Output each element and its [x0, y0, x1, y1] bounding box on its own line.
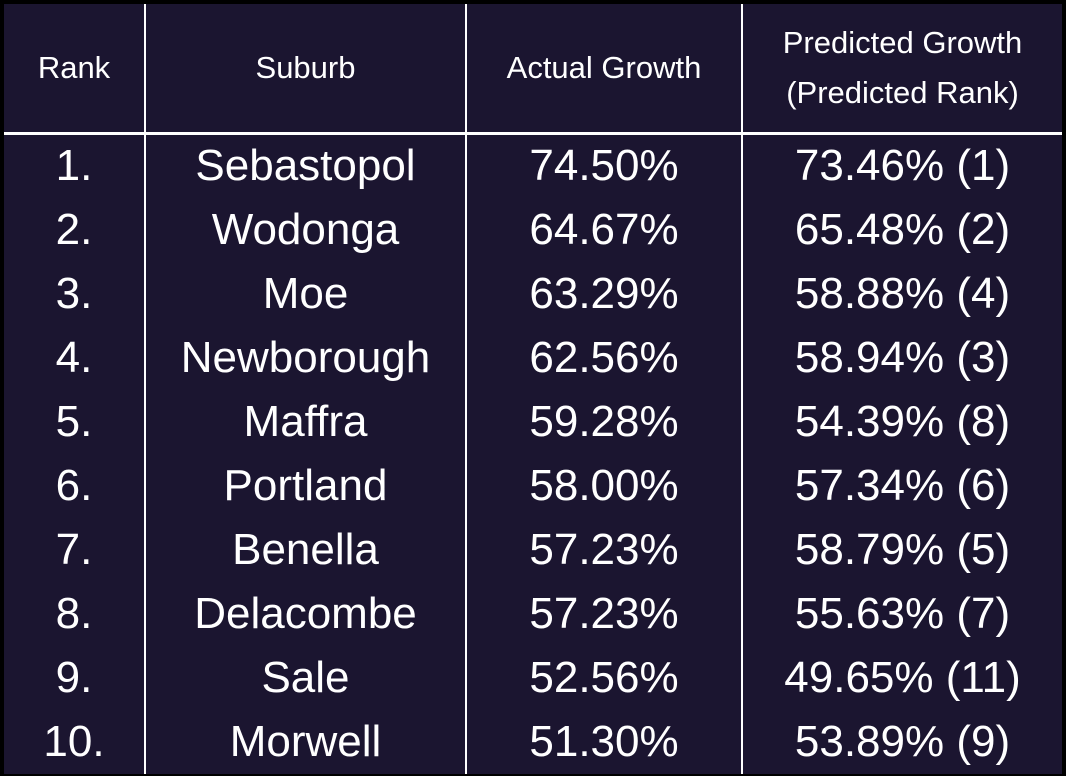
- cell-suburb: Morwell: [144, 709, 466, 774]
- cell-predicted-growth: 58.79% (5): [741, 517, 1062, 582]
- cell-actual-growth: 59.28%: [465, 389, 742, 454]
- table-row: 7. Benella 57.23% 58.79% (5): [4, 517, 1062, 582]
- table-row: 4. Newborough 62.56% 58.94% (3): [4, 325, 1062, 390]
- cell-suburb: Newborough: [144, 325, 466, 390]
- cell-predicted-growth: 58.94% (3): [741, 325, 1062, 390]
- cell-suburb: Maffra: [144, 389, 466, 454]
- cell-rank: 3.: [55, 268, 93, 318]
- cell-predicted-growth: 73.46% (1): [741, 133, 1062, 198]
- header-predicted-growth-line1: Predicted Growth: [782, 25, 1023, 60]
- cell-actual-growth: 63.29%: [465, 261, 742, 326]
- header-predicted-growth-line2: (Predicted Rank): [786, 75, 1019, 110]
- header-rank: Rank: [4, 4, 145, 135]
- table-row: 8. Delacombe 57.23% 55.63% (7): [4, 581, 1062, 646]
- cell-predicted-growth: 53.89% (9): [741, 709, 1062, 774]
- cell-suburb: Sebastopol: [144, 133, 466, 198]
- cell-actual-growth: 64.67%: [465, 197, 742, 262]
- cell-suburb: Benella: [144, 517, 466, 582]
- table-row: 5. Maffra 59.28% 54.39% (8): [4, 389, 1062, 454]
- cell-suburb: Portland: [144, 453, 466, 518]
- table-row: 2. Wodonga 64.67% 65.48% (2): [4, 197, 1062, 262]
- cell-suburb: Wodonga: [144, 197, 466, 262]
- cell-predicted-growth: 55.63% (7): [741, 581, 1062, 646]
- header-row: Rank Suburb Actual Growth Predicted Grow…: [4, 4, 1062, 135]
- cell-rank: 4.: [55, 332, 93, 382]
- cell-suburb: Moe: [144, 261, 466, 326]
- header-actual-growth: Actual Growth: [465, 4, 742, 135]
- cell-actual-growth: 57.23%: [465, 581, 742, 646]
- cell-rank: 7.: [55, 524, 93, 574]
- cell-rank: 8.: [55, 588, 93, 638]
- cell-rank: 5.: [55, 396, 93, 446]
- cell-suburb: Delacombe: [144, 581, 466, 646]
- cell-predicted-growth: 65.48% (2): [741, 197, 1062, 262]
- cell-rank: 9.: [55, 652, 93, 702]
- cell-actual-growth: 52.56%: [465, 645, 742, 710]
- cell-predicted-growth: 49.65% (11): [741, 645, 1062, 710]
- header-predicted-growth: Predicted Growth (Predicted Rank): [741, 4, 1062, 135]
- cell-predicted-growth: 54.39% (8): [741, 389, 1062, 454]
- cell-actual-growth: 51.30%: [465, 709, 742, 774]
- cell-actual-growth: 58.00%: [465, 453, 742, 518]
- cell-predicted-growth: 58.88% (4): [741, 261, 1062, 326]
- cell-rank: 10.: [43, 716, 105, 766]
- cell-actual-growth: 62.56%: [465, 325, 742, 390]
- table-row: 3. Moe 63.29% 58.88% (4): [4, 261, 1062, 326]
- cell-rank: 6.: [55, 460, 93, 510]
- table-row: 1. Sebastopol 74.50% 73.46% (1): [4, 133, 1062, 198]
- cell-actual-growth: 57.23%: [465, 517, 742, 582]
- table-row: 6. Portland 58.00% 57.34% (6): [4, 453, 1062, 518]
- table-row: 10. Morwell 51.30% 53.89% (9): [4, 709, 1062, 774]
- cell-actual-growth: 74.50%: [465, 133, 742, 198]
- suburb-growth-table: Rank Suburb Actual Growth Predicted Grow…: [4, 4, 1062, 774]
- table-row: 9. Sale 52.56% 49.65% (11): [4, 645, 1062, 710]
- cell-suburb: Sale: [144, 645, 466, 710]
- cell-rank: 1.: [55, 141, 93, 191]
- cell-rank: 2.: [55, 204, 93, 254]
- header-suburb: Suburb: [144, 4, 466, 135]
- cell-predicted-growth: 57.34% (6): [741, 453, 1062, 518]
